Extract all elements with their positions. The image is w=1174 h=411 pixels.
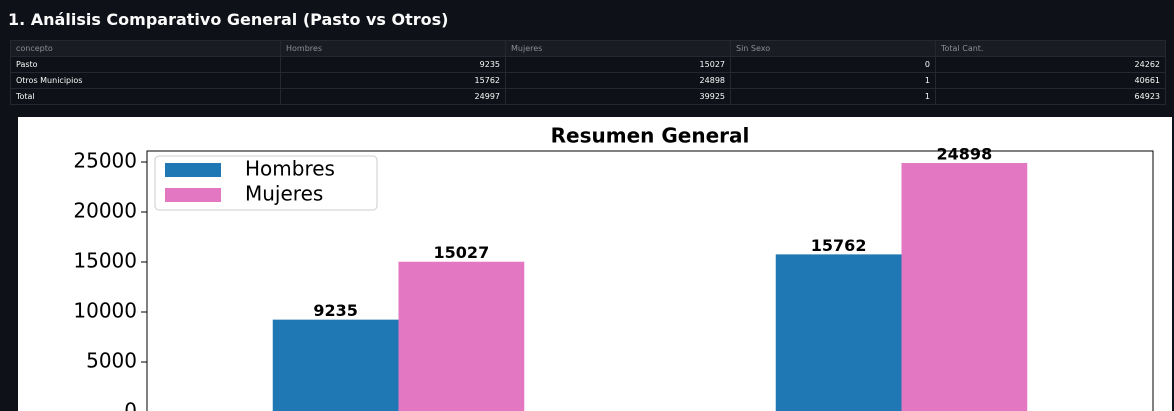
table-cell: Total — [10, 88, 281, 105]
y-tick-label: 0 — [124, 399, 137, 411]
chart-title: Resumen General — [551, 124, 750, 148]
legend-swatch — [165, 188, 221, 202]
data-label: 15762 — [811, 236, 867, 255]
data-label: 15027 — [434, 243, 490, 262]
column-header: Total Cant. — [935, 40, 1166, 57]
table-cell: 0 — [730, 56, 936, 73]
legend-label: Hombres — [245, 157, 335, 181]
data-label: 9235 — [313, 301, 358, 320]
y-tick-label: 15000 — [73, 249, 137, 273]
table-cell: Otros Municipios — [10, 72, 281, 89]
y-tick-label: 25000 — [73, 149, 137, 173]
bar — [398, 261, 525, 411]
table-cell: 1 — [730, 72, 936, 89]
bar — [775, 254, 902, 411]
table-cell: 24262 — [935, 56, 1166, 73]
column-header: concepto — [10, 40, 281, 57]
bar — [901, 163, 1028, 411]
data-label: 24898 — [937, 145, 993, 164]
header-row: concepto Hombres Mujeres Sin Sexo Total Cant… — [10, 40, 1166, 57]
axes-frame — [146, 150, 1154, 411]
section-title: 1. Análisis Comparativo General (Pasto v… — [8, 10, 449, 29]
table-cell: 15762 — [280, 72, 506, 89]
table-cell: 39925 — [505, 88, 731, 105]
table-cell: 64923 — [935, 88, 1166, 105]
legend-label: Mujeres — [245, 182, 323, 206]
table-cell: 9235 — [280, 56, 506, 73]
bar — [272, 319, 399, 411]
column-header: Mujeres — [505, 40, 731, 57]
table-row: Otros Municipios 15762 24898 1 40661 — [10, 72, 1166, 89]
table-cell: 24997 — [280, 88, 506, 105]
table-body: Pasto 9235 15027 0 24262 Otros Municipios 1576… — [10, 56, 1166, 105]
table-cell: 24898 — [505, 72, 731, 89]
table-cell: 15027 — [505, 56, 731, 73]
data-table: concepto Hombres Mujeres Sin Sexo Total Cant… — [10, 40, 1166, 105]
column-header: Hombres — [280, 40, 506, 57]
legend-swatch — [165, 163, 221, 177]
table-cell: 40661 — [935, 72, 1166, 89]
table-row: Pasto 9235 15027 0 24262 — [10, 56, 1166, 73]
chart: Resumen General 9235 15027 15762 24898 0 5000… — [18, 117, 1172, 411]
y-tick-label: 10000 — [73, 299, 137, 323]
table-cell: 1 — [730, 88, 936, 105]
column-header: Sin Sexo — [730, 40, 936, 57]
table-row: Total 24997 39925 1 64923 — [10, 88, 1166, 105]
y-tick-label: 20000 — [73, 199, 137, 223]
table-cell: Pasto — [10, 56, 281, 73]
y-tick-label: 5000 — [86, 349, 137, 373]
